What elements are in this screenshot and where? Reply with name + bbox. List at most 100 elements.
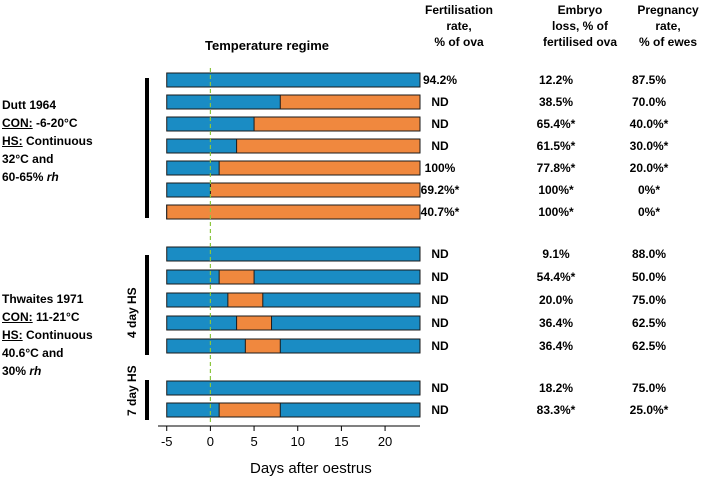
heat-stress-bar [166,204,421,220]
heat-stress-bar [218,269,255,285]
pregnancy-rate-cell: 70.0% [631,95,667,109]
pregnancy-rate-cell: 88.0% [631,247,667,261]
study-thwaites-1971: Thwaites 1971 CON: 11-21°C HS: Continuou… [2,290,93,380]
embryo-loss-cell: 36.4% [538,339,574,353]
hs-line: 60-65% rh [2,170,59,184]
fertilisation-rate-cell: ND [431,139,449,153]
embryo-loss-cell: 77.8%* [536,161,576,175]
fertilisation-rate-cell: ND [431,270,449,284]
pregnancy-rate-cell: 40.0%* [629,117,669,131]
x-tick-label: -5 [161,434,173,449]
study-con: CON: -6-20°C [2,114,93,132]
control-bar [166,292,421,308]
header-line: % of ova [434,35,484,49]
heat-stress-bar [253,116,421,132]
header-line: Embryo [557,3,603,17]
x-tick-label: 0 [207,434,214,449]
pregnancy-rate-cell: 50.0% [631,270,667,284]
con-value: -6-20°C [36,116,78,130]
pregnancy-rate-cell: 25.0%* [629,403,669,417]
control-bar [166,338,421,354]
pregnancy-rate-cell: 0%* [637,183,660,197]
x-axis-label: Days after oestrus [250,460,372,477]
heat-stress-bar [244,338,281,354]
header-line: Pregnancy [637,3,699,17]
embryo-loss-cell: 36.4% [538,316,574,330]
embryo-loss-cell: 38.5% [538,95,574,109]
study-name: Dutt 1964 [2,98,57,112]
pregnancy-rate-cell: 30.0%* [629,139,669,153]
header-line: rate, [446,19,472,33]
fertilisation-rate-cell: 100% [424,161,456,175]
x-tick-label: 15 [334,434,348,449]
rh-unit: rh [46,170,59,184]
header-line: fertilised ova [542,35,618,49]
pregnancy-rate-cell: 0%* [637,205,660,219]
fertilisation-rate-cell: ND [431,316,449,330]
heat-stress-bar [236,315,273,331]
fertilisation-rate-cell: ND [431,247,449,261]
embryo-loss-cell: 18.2% [538,381,574,395]
heat-stress-bar [218,160,421,176]
pregnancy-rate-cell: 75.0% [631,381,667,395]
hs-line: 32°C and [2,152,54,166]
fertilisation-rate-cell: ND [431,381,449,395]
study-hs: HS: Continuous [2,132,93,150]
control-bar [166,246,421,262]
hs-label: HS: [2,134,23,148]
heat-stress-bar [236,138,421,154]
study-hs: HS: Continuous [2,326,93,344]
embryo-loss-cell: 12.2% [538,73,574,87]
fertilisation-rate-cell: ND [431,403,449,417]
study-dutt-1964: Dutt 1964 CON: -6-20°C HS: Continuous 32… [2,96,93,186]
group-bar-4-day-hs [145,255,149,355]
study-name: Thwaites 1971 [2,292,84,306]
fertilisation-rate-cell: ND [431,95,449,109]
heat-stress-bar [227,292,264,308]
heat-stress-bar [218,402,281,418]
embryo-loss-cell: 54.4%* [536,270,576,284]
pregnancy-rate-cell: 62.5% [631,316,667,330]
study-con: CON: 11-21°C [2,308,93,326]
header-line: loss, % of [551,19,608,33]
group-bar-7-day-hs [145,380,149,420]
embryo-loss-cell: 20.0% [538,293,574,307]
pregnancy-rate-cell: 20.0%* [629,161,669,175]
embryo-loss-cell: 65.4%* [536,117,576,131]
hs-line: 30% rh [2,364,42,378]
pregnancy-rate-cell: 87.5% [631,73,667,87]
control-bar [166,402,421,418]
x-tick-label: 10 [290,434,304,449]
header-line: rate, [655,19,681,33]
fertilisation-rate-cell: ND [431,117,449,131]
group-bar-dutt [145,78,149,218]
fertilisation-rate-cell: 40.7%* [420,205,460,219]
embryo-loss-cell: 61.5%* [536,139,576,153]
header-embryo-loss: Embryo loss, % of fertilised ova [510,2,650,50]
hs-line: 40.6°C and [2,346,64,360]
chart-title: Temperature regime [205,38,330,53]
heat-stress-bar [209,182,421,198]
fertilisation-rate-cell: 94.2% [422,73,458,87]
control-bar [166,72,421,88]
hs-label: HS: [2,328,23,342]
embryo-loss-cell: 100%* [538,183,574,197]
header-line: % of ewes [638,35,698,49]
pregnancy-rate-cell: 75.0% [631,293,667,307]
pregnancy-rate-cell: 62.5% [631,339,667,353]
control-bar [166,380,421,396]
fertilisation-rate-cell: 69.2%* [420,183,460,197]
control-bar [166,315,421,331]
embryo-loss-cell: 9.1% [542,247,570,261]
embryo-loss-cell: 83.3%* [536,403,576,417]
con-value: 11-21°C [36,310,80,324]
con-label: CON: [2,310,33,324]
x-tick-label: 20 [378,434,392,449]
fertilisation-rate-cell: ND [431,293,449,307]
hs-line: Continuous [26,134,93,148]
fertilisation-rate-cell: ND [431,339,449,353]
rh-unit: rh [29,364,42,378]
heat-stress-bar [279,94,421,110]
con-label: CON: [2,116,33,130]
